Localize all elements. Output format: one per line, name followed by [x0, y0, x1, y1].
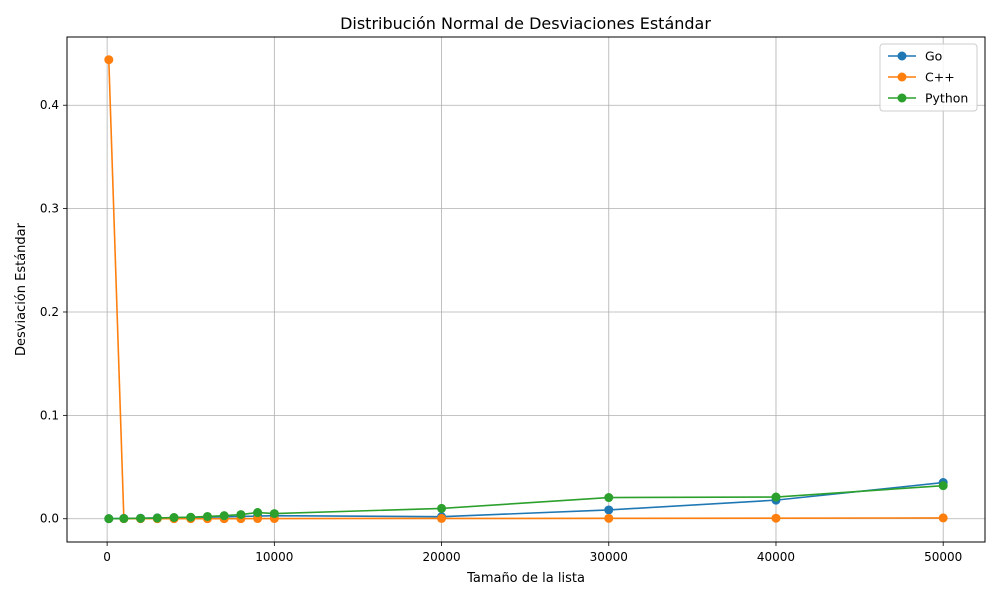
data-point-python: [152, 513, 162, 523]
plot-frame: [66, 36, 986, 543]
y-tick-label: 0.4: [40, 98, 59, 112]
data-point-cpp: [604, 513, 614, 523]
legend-marker-go: [897, 51, 907, 61]
x-tick-label: 30000: [590, 550, 628, 564]
data-point-cpp: [771, 513, 781, 523]
legend-marker-python: [897, 93, 907, 103]
y-axis-label: Desviación Estándar: [14, 222, 29, 356]
data-point-python: [202, 511, 212, 521]
legend-label-python: Python: [925, 91, 968, 106]
x-tick-label: 50000: [924, 550, 962, 564]
y-tick-label: 0.0: [40, 512, 59, 526]
legend-label-cpp: C++: [925, 70, 955, 85]
data-point-python: [119, 514, 129, 524]
data-point-python: [437, 503, 447, 513]
data-point-python: [186, 512, 196, 522]
data-point-go: [604, 505, 614, 515]
data-point-python: [771, 492, 781, 502]
data-point-cpp: [104, 55, 114, 65]
x-tick-label: 20000: [422, 550, 460, 564]
data-point-python: [938, 481, 948, 491]
data-point-python: [269, 509, 279, 519]
chart-title: Distribución Normal de Desviaciones Está…: [340, 14, 711, 33]
x-tick-label: 0: [103, 550, 111, 564]
data-point-python: [104, 514, 114, 524]
legend-label-go: Go: [925, 49, 942, 64]
x-tick-label: 10000: [255, 550, 293, 564]
y-tick-label: 0.2: [40, 305, 59, 319]
legend-marker-cpp: [897, 72, 907, 82]
legend: Go C++ Python: [879, 43, 978, 112]
data-point-python: [219, 511, 229, 521]
data-point-python: [169, 512, 179, 522]
y-tick-label: 0.1: [40, 408, 59, 422]
series-layer: [104, 55, 948, 524]
data-point-python: [253, 508, 263, 518]
axes: 0 10000 20000 30000 40000 50000 0.0 0.1 0.2 0.3 0.…: [40, 98, 962, 564]
data-point-python: [604, 493, 614, 503]
data-point-python: [136, 513, 146, 523]
data-point-python: [236, 510, 246, 520]
x-axis-label: Tamaño de la lista: [466, 571, 585, 586]
data-point-cpp: [437, 513, 447, 523]
series-python: [104, 481, 948, 524]
data-point-cpp: [938, 513, 948, 523]
x-tick-label: 40000: [757, 550, 795, 564]
y-tick-label: 0.3: [40, 202, 59, 216]
